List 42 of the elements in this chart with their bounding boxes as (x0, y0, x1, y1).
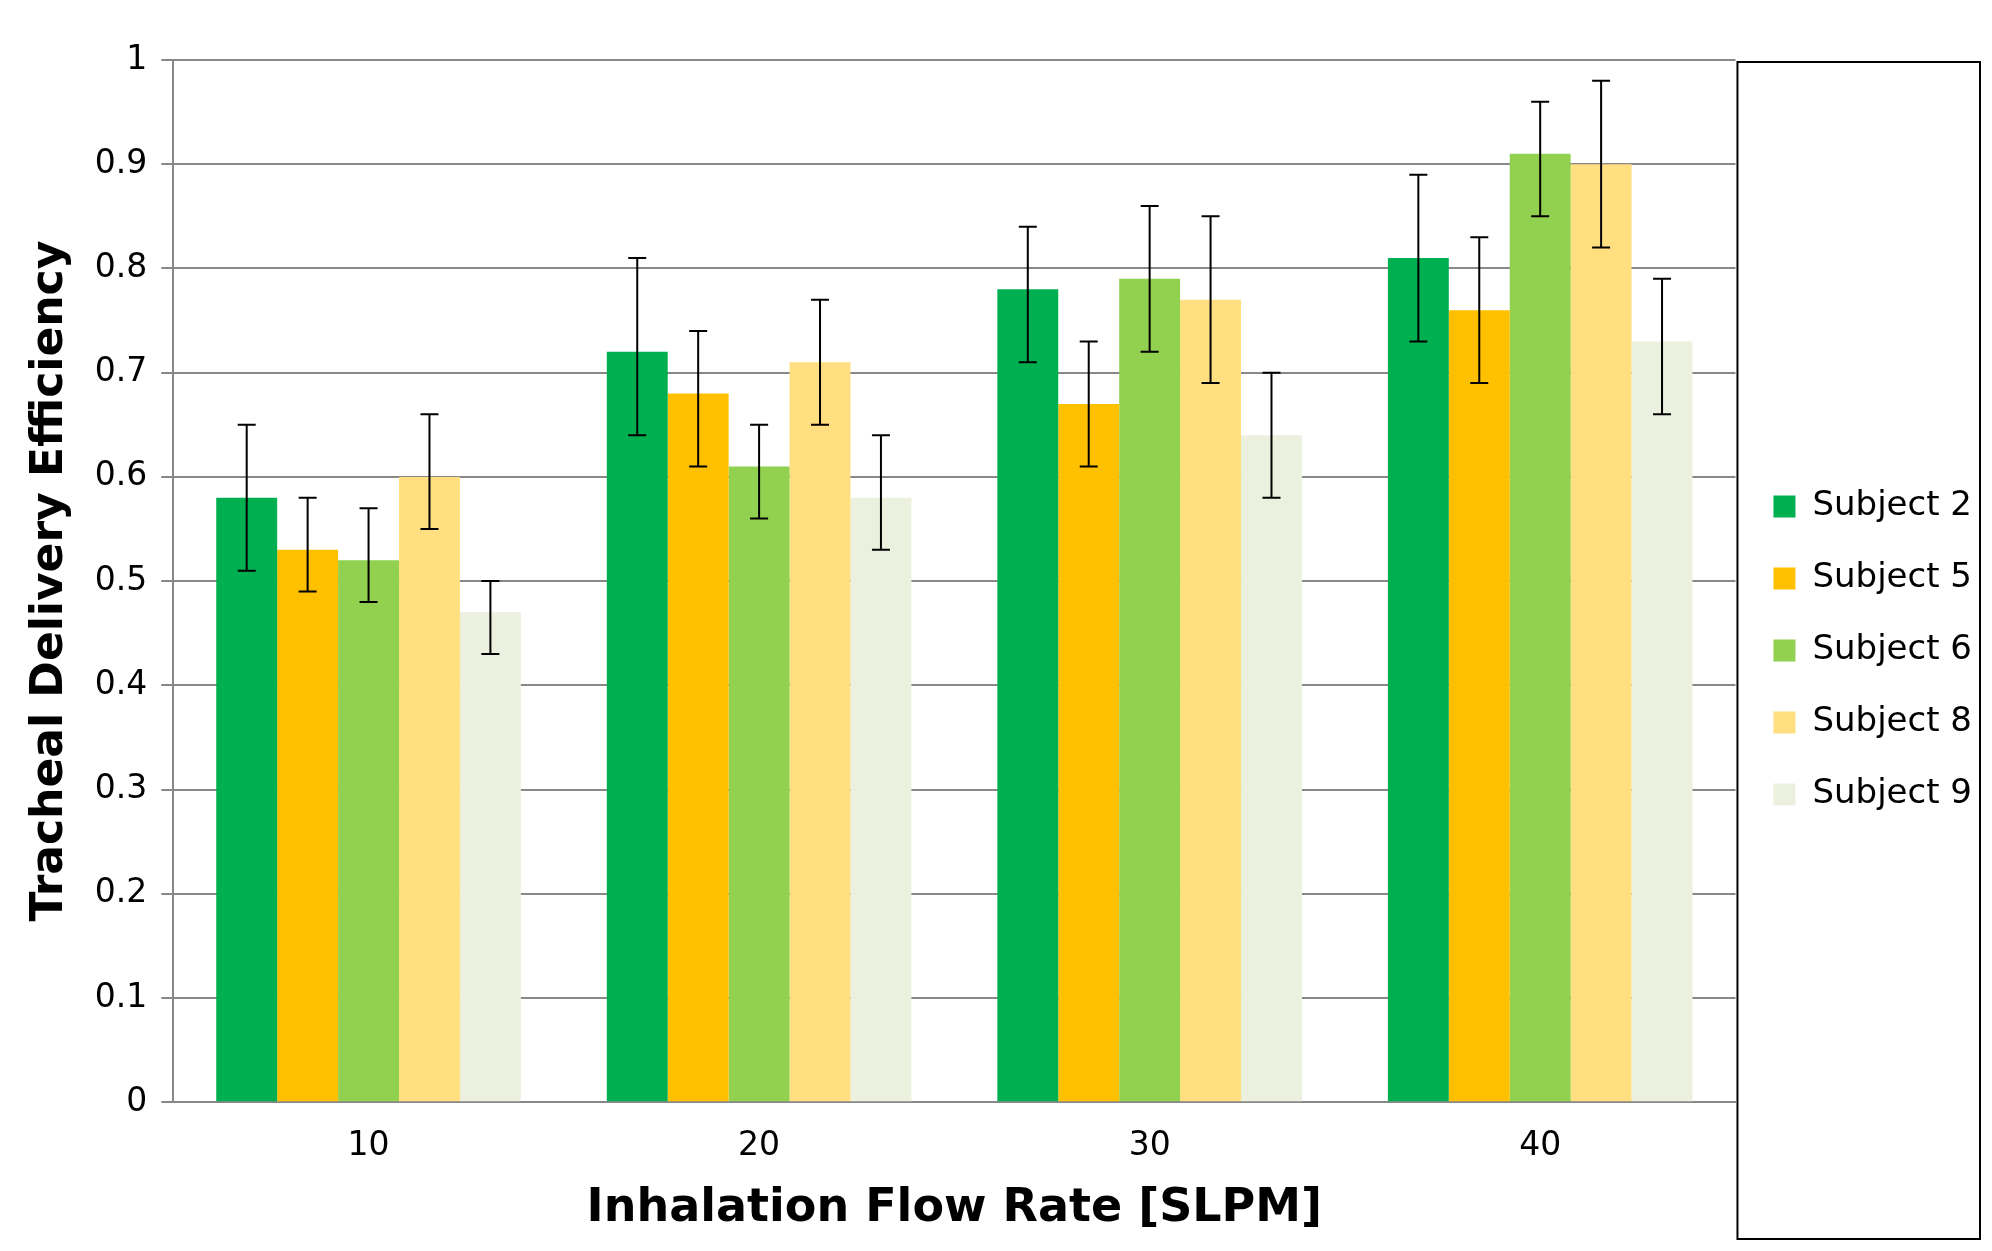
bar (1180, 299, 1242, 1102)
x-tick-label: 30 (1128, 1123, 1171, 1163)
y-tick-label: 0.7 (94, 350, 148, 390)
bar (1119, 278, 1181, 1102)
bar (399, 476, 460, 1102)
bar (277, 549, 339, 1102)
x-axis-title: Inhalation Flow Rate [SLPM] (586, 1178, 1323, 1233)
y-tick-label: 0.6 (94, 454, 148, 494)
legend-label: Subject 5 (1812, 555, 1973, 596)
y-tick-label: 0.9 (94, 141, 148, 181)
bar (216, 497, 278, 1102)
legend-label: Subject 6 (1812, 627, 1973, 668)
x-tick-label: 20 (738, 1123, 781, 1163)
y-tick-label: 0.1 (94, 975, 148, 1015)
bar (1631, 341, 1693, 1102)
bar (1387, 258, 1449, 1102)
y-tick-label: 0.2 (94, 871, 148, 911)
y-tick-label: 0.8 (94, 246, 148, 286)
y-tick-label: 0.5 (94, 558, 148, 598)
legend-label: Subject 9 (1812, 771, 1973, 812)
y-axis-title: Tracheal Delivery Efficiency (20, 240, 72, 922)
bar (728, 466, 790, 1102)
bar (1058, 403, 1120, 1102)
bar (667, 393, 729, 1102)
bar (850, 497, 912, 1102)
y-tick-label: 0.3 (94, 767, 148, 807)
bar (997, 289, 1059, 1102)
y-tick-label: 0.4 (94, 662, 148, 702)
x-tick-label: 40 (1519, 1123, 1562, 1163)
bar (338, 560, 400, 1102)
bar (606, 351, 668, 1102)
bar (789, 362, 851, 1102)
legend-label: Subject 2 (1812, 483, 1973, 524)
bar (1448, 310, 1510, 1102)
legend-label: Subject 8 (1812, 699, 1973, 740)
x-tick-label: 10 (347, 1123, 390, 1163)
bar (459, 612, 521, 1102)
y-tick-label: 1 (126, 37, 148, 77)
bar (1570, 164, 1632, 1102)
y-tick-label: 0 (126, 1079, 148, 1119)
bar (1241, 435, 1302, 1102)
bar (1509, 153, 1571, 1102)
